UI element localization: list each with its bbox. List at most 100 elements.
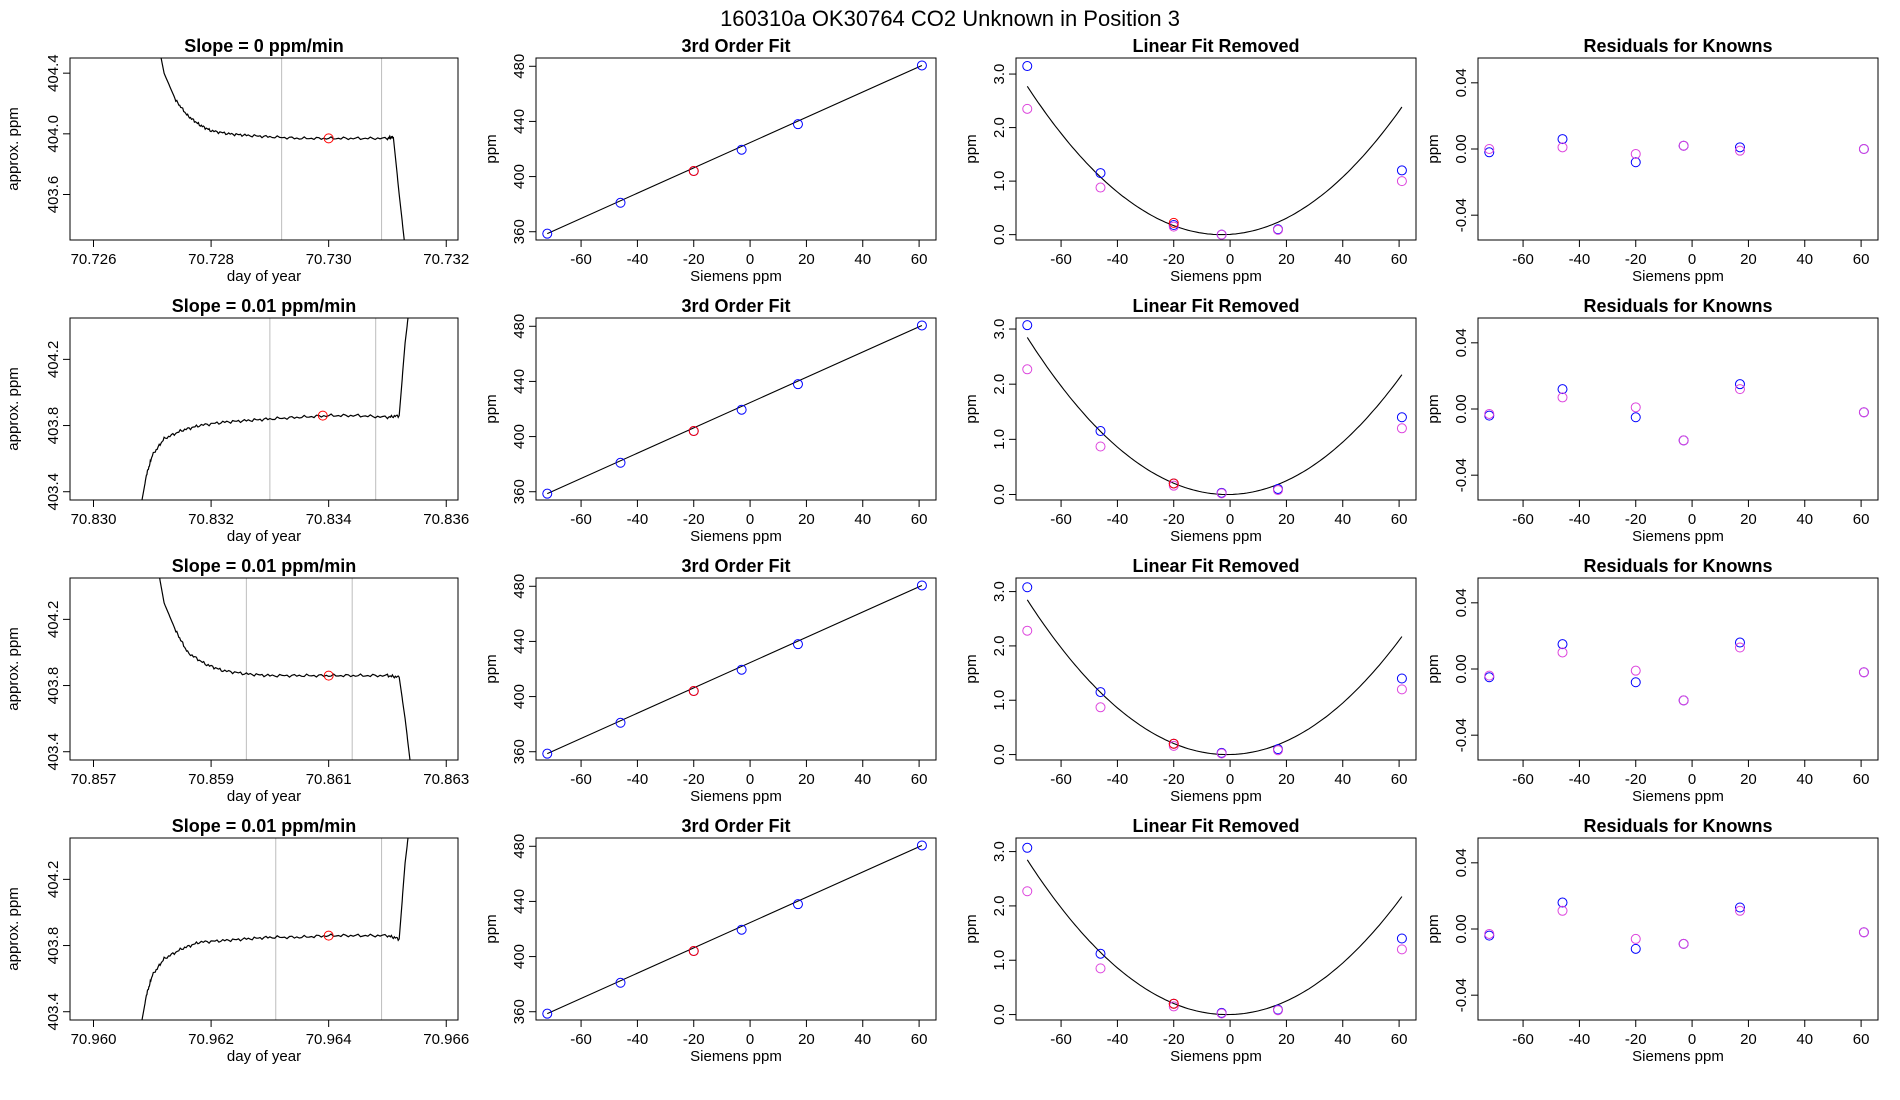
data-point-magenta — [1396, 176, 1407, 187]
x-tick-label: 40 — [1796, 771, 1813, 788]
y-tick-label: 440 — [511, 369, 528, 394]
x-axis-label: day of year — [227, 788, 301, 805]
data-point-magenta — [1630, 933, 1641, 944]
x-tick-label: 0 — [746, 251, 754, 268]
x-tick-label: 60 — [1391, 771, 1408, 788]
plot-area — [1484, 897, 1869, 954]
x-tick-label: 0 — [1688, 251, 1696, 268]
data-point-magenta — [1022, 625, 1033, 636]
x-axis-label: day of year — [227, 1048, 301, 1065]
data-point-magenta — [1557, 142, 1568, 153]
y-tick-label: 1.0 — [991, 690, 1008, 711]
y-tick-label: 2.0 — [991, 895, 1008, 916]
panel-title: Linear Fit Removed — [1132, 556, 1299, 576]
data-point-blue — [916, 320, 927, 331]
x-tick-label: 70.726 — [71, 251, 117, 268]
plot-area — [1022, 842, 1407, 1019]
x-tick-label: 40 — [1334, 1031, 1351, 1048]
data-point-red — [1168, 217, 1179, 228]
x-tick-label: -60 — [1050, 1031, 1072, 1048]
plot-area — [141, 838, 409, 1020]
x-axis-label: Siemens ppm — [1632, 528, 1724, 545]
x-tick-label: -40 — [1107, 511, 1129, 528]
sample-point — [323, 930, 334, 941]
y-tick-label: 440 — [511, 109, 528, 134]
data-point-magenta — [1484, 408, 1495, 419]
x-tick-label: -40 — [627, 511, 649, 528]
panel-r0-c2: Linear Fit Removed -60 -40 -20 0 20 40 60 Siemen… — [963, 36, 1417, 285]
panel-grid: Slope = 0 ppm/min 70.726 70.728 70.730 70.73… — [5, 36, 1879, 1065]
plot-frame — [535, 57, 937, 241]
data-point-magenta — [1630, 665, 1641, 676]
y-tick-label: 0.04 — [1453, 68, 1470, 97]
x-tick-label: 70.857 — [71, 771, 117, 788]
x-tick-label: 60 — [1391, 1031, 1408, 1048]
panel-r1-c0: Slope = 0.01 ppm/min 70.830 70.832 70.834 70… — [5, 296, 469, 545]
x-tick-label: -20 — [1625, 771, 1647, 788]
data-point-magenta — [1216, 1008, 1227, 1019]
data-point-magenta — [1630, 148, 1641, 159]
x-tick-label: 20 — [1740, 511, 1757, 528]
y-tick-label: 404.4 — [45, 54, 62, 92]
x-tick-label: 40 — [1334, 771, 1351, 788]
x-tick-label: -60 — [1512, 771, 1534, 788]
plot-frame — [1477, 57, 1879, 241]
y-tick-label: 440 — [511, 889, 528, 914]
x-tick-label: 70.832 — [188, 511, 234, 528]
data-point-blue — [1396, 673, 1407, 684]
panel-title: Residuals for Knowns — [1583, 36, 1772, 56]
x-tick-label: 0 — [1226, 511, 1234, 528]
plot-frame — [69, 57, 459, 241]
y-tick-label: 0.00 — [1453, 394, 1470, 423]
x-tick-label: -20 — [1625, 1031, 1647, 1048]
x-axis-label: Siemens ppm — [1170, 788, 1262, 805]
x-axis-label: Siemens ppm — [690, 1048, 782, 1065]
data-point-blue — [1734, 902, 1745, 913]
x-tick-label: 60 — [911, 251, 928, 268]
x-tick-label: -60 — [570, 251, 592, 268]
y-axis-label: ppm — [483, 134, 500, 163]
data-point-magenta — [1272, 485, 1283, 496]
y-tick-label: 3.0 — [991, 319, 1008, 340]
x-tick-label: 70.966 — [423, 1031, 469, 1048]
data-point-red — [688, 426, 699, 437]
x-tick-label: 60 — [1391, 251, 1408, 268]
y-tick-label: 0.04 — [1453, 588, 1470, 617]
x-tick-label: 60 — [1853, 251, 1870, 268]
fit-line — [547, 64, 923, 235]
sample-point — [323, 133, 334, 144]
y-axis-label: ppm — [963, 654, 980, 683]
panel-title: Residuals for Knowns — [1583, 296, 1772, 316]
y-tick-label: 404.2 — [45, 601, 62, 639]
data-point-magenta — [1216, 748, 1227, 759]
x-axis-label: Siemens ppm — [690, 268, 782, 285]
data-point-magenta — [1272, 745, 1283, 756]
y-tick-label: 0.0 — [991, 1004, 1008, 1025]
x-tick-label: 20 — [1278, 1031, 1295, 1048]
panel-r2-c2: Linear Fit Removed -60 -40 -20 0 20 40 60 Siemen… — [963, 556, 1417, 805]
x-tick-label: 70.962 — [188, 1031, 234, 1048]
data-point-magenta — [1858, 667, 1869, 678]
y-axis-label: approx. ppm — [5, 627, 22, 710]
data-point-blue — [1484, 147, 1495, 158]
y-tick-label: 403.8 — [45, 407, 62, 445]
plot-frame — [1477, 317, 1879, 501]
x-tick-label: -40 — [627, 1031, 649, 1048]
data-point-magenta — [1678, 140, 1689, 151]
panel-title: Slope = 0.01 ppm/min — [172, 296, 357, 316]
plot-area — [1484, 134, 1869, 168]
data-point-magenta — [1168, 1001, 1179, 1012]
data-point-red — [1168, 478, 1179, 489]
trace-line — [141, 838, 409, 1020]
data-point-blue — [736, 924, 747, 935]
y-tick-label: 1.0 — [991, 171, 1008, 192]
x-tick-label: -60 — [1512, 1031, 1534, 1048]
x-tick-label: -40 — [627, 771, 649, 788]
data-point-blue — [792, 119, 803, 130]
fit-curve — [1026, 85, 1403, 236]
y-tick-label: -0.04 — [1453, 718, 1470, 752]
data-point-magenta — [1858, 407, 1869, 418]
data-point-blue — [736, 404, 747, 415]
data-point-magenta — [1557, 647, 1568, 658]
data-point-magenta — [1022, 103, 1033, 114]
